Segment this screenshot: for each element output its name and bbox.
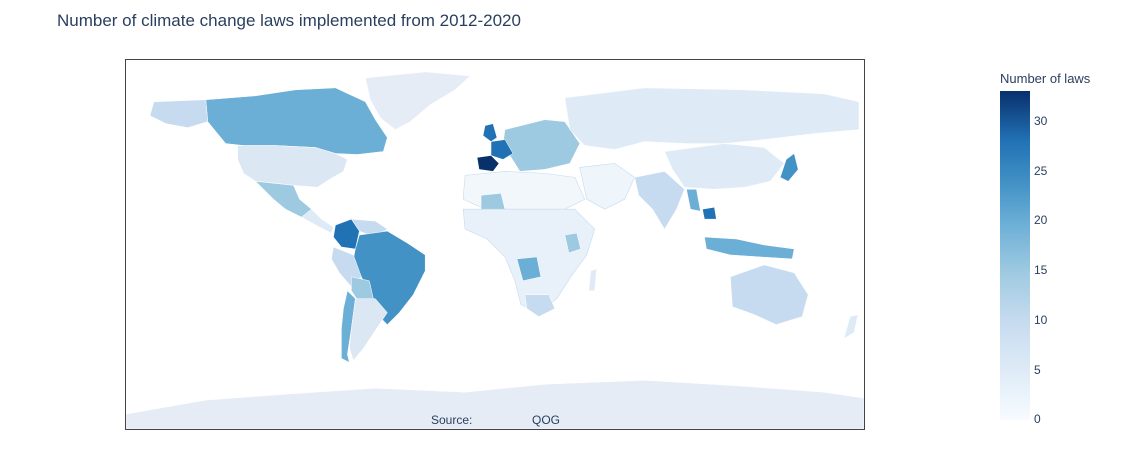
region-middle-east[interactable] xyxy=(579,163,635,210)
region-japan[interactable] xyxy=(779,153,799,182)
region-united-states[interactable] xyxy=(237,145,348,188)
region-myanmar[interactable] xyxy=(686,189,701,212)
colorbar-tick: 10 xyxy=(1034,313,1048,327)
world-map xyxy=(126,71,864,429)
colorbar-tick: 0 xyxy=(1034,412,1041,426)
region-central-america[interactable] xyxy=(301,208,334,234)
region-kenya[interactable] xyxy=(564,232,582,254)
region-spain[interactable] xyxy=(476,155,500,172)
region-united-kingdom[interactable] xyxy=(482,123,498,142)
colorbar-tick: 30 xyxy=(1034,114,1048,128)
region-europe[interactable] xyxy=(502,119,581,172)
region-alaska[interactable] xyxy=(149,99,209,128)
chart-title: Number of climate change laws implemente… xyxy=(57,11,521,30)
region-greenland[interactable] xyxy=(365,71,471,130)
region-france[interactable] xyxy=(490,139,514,160)
region-indonesia[interactable] xyxy=(704,236,795,260)
region-australia[interactable] xyxy=(730,264,809,325)
region-russia[interactable] xyxy=(564,87,860,150)
colorbar-tick: 20 xyxy=(1034,213,1048,227)
colorbar-tick: 5 xyxy=(1034,363,1041,377)
region-cambodia[interactable] xyxy=(702,206,717,220)
region-china[interactable] xyxy=(664,143,785,190)
source-value: QOG xyxy=(532,413,561,427)
region-india[interactable] xyxy=(634,171,685,230)
region-new-zealand[interactable] xyxy=(843,314,859,340)
source-label: Source: xyxy=(431,413,473,427)
region-antarctica[interactable] xyxy=(126,380,864,429)
source-note: Source: QOG xyxy=(431,413,560,427)
region-madagascar[interactable] xyxy=(588,268,598,291)
colorbar xyxy=(1000,91,1030,420)
colorbar-tick: 25 xyxy=(1034,164,1048,178)
region-argentina[interactable] xyxy=(349,298,388,361)
colorbar-title: Number of laws xyxy=(1000,71,1091,86)
region-canada[interactable] xyxy=(205,87,388,155)
region-mexico[interactable] xyxy=(254,181,312,218)
colorbar-tick: 15 xyxy=(1034,263,1048,277)
region-angola[interactable] xyxy=(516,256,542,282)
choropleth-map[interactable] xyxy=(125,59,865,430)
region-south-africa[interactable] xyxy=(524,294,556,317)
